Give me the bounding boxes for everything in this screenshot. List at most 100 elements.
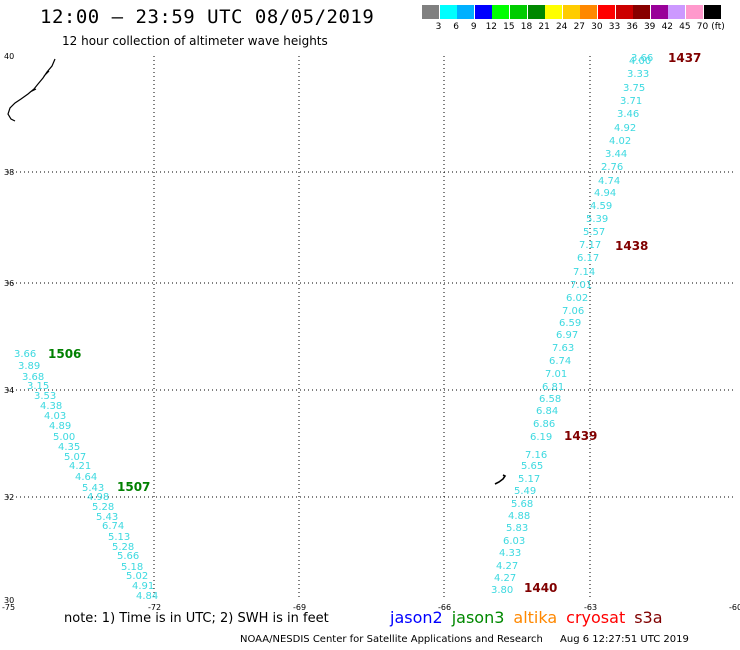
map-title: 12:00 – 23:59 UTC 08/05/2019 xyxy=(40,6,375,28)
swh-value: 5.13 xyxy=(108,532,130,543)
lat-tick-label: 36 xyxy=(4,279,14,288)
swh-value: 3.15 xyxy=(27,381,49,392)
scale-swatch xyxy=(580,5,598,19)
swh-value: 3.71 xyxy=(620,96,642,107)
lon-tick-label: -69 xyxy=(293,603,306,612)
axis-tick-labels: -75 -72 -69 -66 -63 -60 40 38 36 34 32 30 xyxy=(2,52,740,612)
swh-value: 5.43 xyxy=(96,512,118,523)
swh-value: 5.68 xyxy=(511,499,533,510)
scale-label: 70 xyxy=(696,22,709,32)
footer-credit: NOAA/NESDIS Center for Satellite Applica… xyxy=(240,634,543,645)
swh-value: 5.28 xyxy=(92,502,114,513)
scale-swatch xyxy=(422,5,439,19)
swh-value: 4.59 xyxy=(590,201,612,212)
lat-tick-label: 34 xyxy=(4,386,14,395)
map-subtitle: 12 hour collection of altimeter wave hei… xyxy=(62,34,328,48)
swh-value: 6.17 xyxy=(577,253,599,264)
swh-value: 5.00 xyxy=(53,432,75,443)
swh-value: 4.89 xyxy=(49,421,71,432)
swh-value: 5.66 xyxy=(117,551,139,562)
scale-swatch xyxy=(492,5,510,19)
swh-value: 7.63 xyxy=(552,343,574,354)
units-note: note: 1) Time is in UTC; 2) SWH is in fe… xyxy=(64,611,329,626)
swh-value: 7.06 xyxy=(562,306,584,317)
footer-timestamp: Aug 6 12:27:51 UTC 2019 xyxy=(560,634,689,645)
swh-value: 2.76 xyxy=(601,162,623,173)
scale-label: 12 xyxy=(485,22,498,32)
swh-value: 5.65 xyxy=(521,461,543,472)
pass-time-label: 1506 xyxy=(48,347,81,361)
swh-value: 5.49 xyxy=(514,486,536,497)
legend-item-cryosat: cryosat xyxy=(566,608,626,627)
pass-time-label: 1438 xyxy=(615,239,648,253)
swh-value: 4.88 xyxy=(508,511,530,522)
swh-value: 3.53 xyxy=(34,391,56,402)
pass-time-label: 1440 xyxy=(524,581,557,595)
legend-item-jason3: jason3 xyxy=(451,608,505,627)
pass-time-label: 1437 xyxy=(668,51,701,65)
swh-value: 4.94 xyxy=(594,188,616,199)
swh-value: 4.64 xyxy=(75,472,97,483)
swh-value: 6.03 xyxy=(503,536,525,547)
swh-value: 7.14 xyxy=(573,267,595,278)
altimeter-tracks: 3.664.003.333.753.713.464.924.023.442.76… xyxy=(14,53,653,602)
swh-value: 4.03 xyxy=(44,411,66,422)
lat-tick-label: 38 xyxy=(4,168,14,177)
swh-value: 6.02 xyxy=(566,293,588,304)
lon-tick-label: -72 xyxy=(148,603,161,612)
coastline-bermuda xyxy=(494,474,507,485)
scale-swatch xyxy=(686,5,703,19)
lon-tick-label: -60 xyxy=(729,603,740,612)
footer: NOAA/NESDIS Center for Satellite Applica… xyxy=(240,634,689,645)
swh-value: 3.66 xyxy=(14,349,36,360)
scale-label: 24 xyxy=(555,22,568,32)
swh-value: 5.07 xyxy=(64,452,86,463)
scale-label: 30 xyxy=(591,22,603,32)
swh-value: 4.02 xyxy=(609,136,631,147)
swh-value: 6.59 xyxy=(559,318,581,329)
scale-label: 9 xyxy=(470,22,477,32)
coastline xyxy=(7,58,507,485)
swh-value: 7.16 xyxy=(525,450,547,461)
swh-value: 6.19 xyxy=(530,432,552,443)
scale-swatch xyxy=(598,5,615,19)
swh-value: 3.75 xyxy=(623,83,645,94)
swh-value: 4.27 xyxy=(496,561,518,572)
swh-value: 5.43 xyxy=(82,483,104,494)
lat-tick-label: 30 xyxy=(4,596,14,605)
scale-swatch xyxy=(510,5,527,19)
swh-value: 5.39 xyxy=(586,214,608,225)
swh-value: 6.74 xyxy=(549,356,571,367)
swh-value: 4.35 xyxy=(58,442,80,453)
swh-value: 4.33 xyxy=(499,548,521,559)
scale-label: 15 xyxy=(503,22,515,32)
scale-swatch xyxy=(457,5,475,19)
swh-value: 6.81 xyxy=(542,382,564,393)
coastline-nova-scotia xyxy=(7,58,56,122)
swh-value: 7.01 xyxy=(570,280,592,291)
swh-value: 4.38 xyxy=(40,401,62,412)
swh-value: 5.17 xyxy=(518,474,540,485)
swh-value: 7.17 xyxy=(579,240,601,251)
swh-value: 3.89 xyxy=(18,361,40,372)
lon-tick-label: -75 xyxy=(2,603,15,612)
swh-value: 5.83 xyxy=(506,523,528,534)
swh-value: 3.66 xyxy=(631,53,653,64)
swh-value: 6.86 xyxy=(533,419,555,430)
swh-value: 6.84 xyxy=(536,406,558,417)
swh-value: 4.84 xyxy=(136,591,158,602)
lon-tick-label: -63 xyxy=(584,603,597,612)
swh-value: 4.21 xyxy=(69,461,91,472)
swh-value: 7.01 xyxy=(545,369,567,380)
scale-swatch xyxy=(668,5,686,19)
swh-value: 4.74 xyxy=(598,176,620,187)
swh-value: 4.98 xyxy=(87,492,109,503)
scale-swatch xyxy=(562,5,580,19)
swh-value: 3.33 xyxy=(627,69,649,80)
scale-unit: (ft) xyxy=(711,22,725,32)
legend-item-altika: altika xyxy=(513,608,558,627)
swh-value: 5.28 xyxy=(112,542,134,553)
scale-label: 45 xyxy=(679,22,691,32)
swh-value: 6.97 xyxy=(556,330,578,341)
